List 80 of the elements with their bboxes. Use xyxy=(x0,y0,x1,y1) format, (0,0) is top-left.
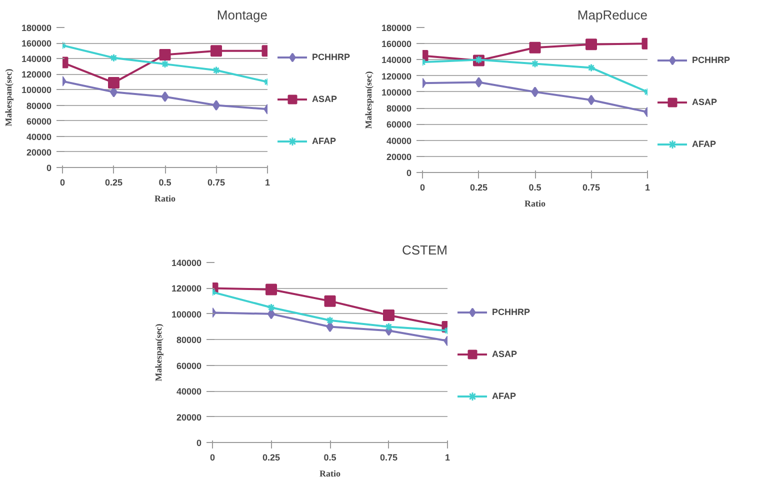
legend-label: ASAP xyxy=(492,349,518,359)
legend-label: PCHHRP xyxy=(312,52,350,62)
x-axis-title: Ratio xyxy=(524,198,546,208)
x-tick-label: 0.5 xyxy=(324,452,336,462)
point xyxy=(267,303,276,312)
chart-title: MapReduce xyxy=(577,8,648,22)
y-tick-label: 0 xyxy=(46,163,52,173)
y-tick-label: 20000 xyxy=(176,412,202,422)
legend-label: AFAP xyxy=(312,136,336,146)
y-tick-label: 180000 xyxy=(381,23,412,33)
y-tick-label: 160000 xyxy=(21,38,52,49)
legend-label: PCHHRP xyxy=(492,307,530,317)
point xyxy=(161,91,169,102)
point xyxy=(326,316,334,325)
point xyxy=(212,66,220,75)
y-tick-label: 80000 xyxy=(386,104,412,114)
point xyxy=(108,76,120,88)
point xyxy=(326,322,334,332)
y-tick-label: 100000 xyxy=(21,85,52,96)
y-axis-title: Makespan(sec) xyxy=(3,68,14,126)
y-tick-label: 100000 xyxy=(171,309,202,320)
y-tick-label: 0 xyxy=(406,168,412,178)
chart-title: Montage xyxy=(216,8,268,22)
y-tick-label: 140000 xyxy=(381,55,412,66)
point xyxy=(266,284,277,296)
y-tick-label: 40000 xyxy=(26,132,52,142)
y-tick-label: 120000 xyxy=(381,71,412,82)
point xyxy=(159,48,171,60)
y-tick-label: 140000 xyxy=(171,258,202,268)
x-tick-label: 0 xyxy=(420,182,426,192)
point xyxy=(587,64,596,72)
y-axis-title: Makespan(sec) xyxy=(363,71,374,129)
x-tick-label: 0.5 xyxy=(158,178,172,188)
x-axis-title: Ratio xyxy=(154,194,176,204)
x-tick-label: 0.25 xyxy=(262,452,280,462)
legend-label: AFAP xyxy=(492,391,516,401)
y-tick-label: 20000 xyxy=(26,147,52,158)
point xyxy=(529,42,541,54)
point xyxy=(110,54,118,62)
point xyxy=(384,322,393,332)
y-tick-label: 60000 xyxy=(26,116,52,126)
x-tick-label: 0.75 xyxy=(380,452,398,462)
point xyxy=(210,45,222,57)
y-tick-label: 60000 xyxy=(176,360,202,371)
y-tick-label: 60000 xyxy=(386,120,412,130)
y-tick-label: 180000 xyxy=(21,23,52,33)
y-tick-label: 0 xyxy=(196,438,202,448)
x-tick-label: 0.5 xyxy=(528,182,542,192)
x-axis-title: Ratio xyxy=(320,468,341,478)
point xyxy=(586,38,597,50)
y-tick-label: 40000 xyxy=(176,386,202,397)
point xyxy=(383,309,394,321)
x-tick-label: 0 xyxy=(210,452,216,462)
legend-label: PCHHRP xyxy=(692,54,730,64)
y-tick-label: 120000 xyxy=(21,70,52,80)
y-axis-title: Makespan(sec) xyxy=(153,324,164,382)
y-tick-label: 40000 xyxy=(386,136,412,146)
x-tick-label: 0 xyxy=(60,178,66,188)
point xyxy=(474,55,483,64)
x-tick-label: 1 xyxy=(444,452,450,462)
legend-label: ASAP xyxy=(692,96,718,106)
y-tick-label: 100000 xyxy=(381,87,412,98)
x-tick-label: 1 xyxy=(264,178,270,188)
legend-label: ASAP xyxy=(312,94,338,104)
x-tick-label: 0.25 xyxy=(104,178,123,188)
y-tick-label: 80000 xyxy=(26,100,52,111)
y-tick-label: 140000 xyxy=(21,54,52,64)
x-tick-label: 0.25 xyxy=(470,182,488,192)
point xyxy=(160,60,170,68)
y-tick-label: 20000 xyxy=(386,152,412,162)
legend-label: AFAP xyxy=(692,138,716,148)
point xyxy=(324,295,336,307)
x-tick-label: 0.75 xyxy=(207,178,226,188)
y-tick-label: 160000 xyxy=(381,39,412,50)
point xyxy=(531,86,539,98)
y-tick-label: 120000 xyxy=(171,284,202,294)
x-tick-label: 1 xyxy=(644,182,650,192)
x-tick-label: 0.75 xyxy=(582,182,600,192)
chart-title: CSTEM xyxy=(402,242,448,258)
y-tick-label: 80000 xyxy=(176,335,202,346)
